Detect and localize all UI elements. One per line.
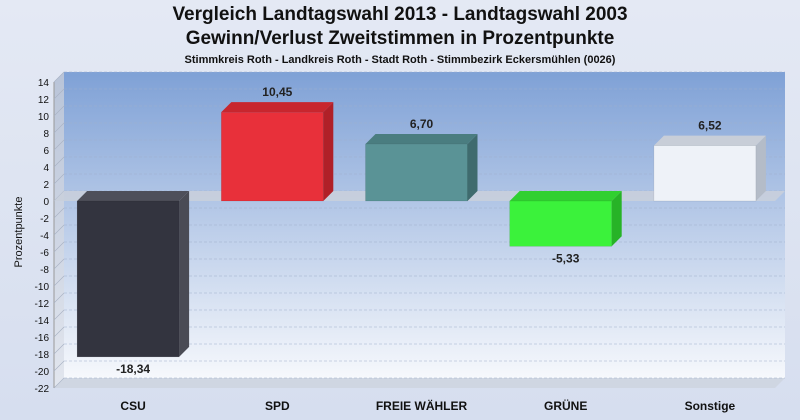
data-label: 10,45 — [262, 85, 292, 99]
bar-front — [653, 145, 757, 202]
gridline-wall — [53, 122, 65, 134]
chart-subtitle: Gewinn/Verlust Zweitstimmen in Prozentpu… — [185, 28, 615, 49]
gridline-wall — [53, 139, 65, 151]
chart-title: Vergleich Landtagswahl 2013 - Landtagswa… — [172, 4, 628, 25]
data-label: 6,70 — [410, 117, 434, 131]
y-tick-label: 0 — [43, 197, 49, 208]
gridline-wall — [53, 224, 65, 236]
gridline-wall — [53, 377, 65, 389]
bars: -18,34 10,45 6,70 -5,33 6,52 — [76, 85, 766, 376]
y-tick-label: -16 — [35, 333, 50, 344]
bar-top — [77, 191, 190, 201]
x-tick-label: GRÜNE — [544, 398, 587, 413]
gridline-wall — [53, 360, 65, 372]
y-tick-label: 12 — [38, 95, 50, 106]
y-tick-label: -4 — [40, 231, 49, 242]
y-tick-label: -6 — [40, 248, 49, 259]
x-axis: CSU SPD FREIE WÄHLER GRÜNE Sonstige — [120, 398, 735, 413]
bar-side — [323, 102, 334, 201]
data-label: -5,33 — [552, 251, 580, 265]
y-tick-label: -12 — [35, 299, 50, 310]
gridline-wall — [53, 309, 65, 321]
bar-side — [467, 134, 478, 201]
y-tick-label: -20 — [35, 367, 50, 378]
bar-top — [509, 191, 622, 201]
data-label: -18,34 — [116, 362, 150, 376]
gridline-wall — [53, 173, 65, 185]
bar-side — [179, 191, 190, 357]
gridline-wall — [53, 343, 65, 355]
bar-freie-w-hler: 6,70 — [365, 117, 478, 202]
bar-spd: 10,45 — [221, 85, 334, 202]
y-axis-label: Prozentpunkte — [13, 197, 25, 268]
y-tick-label: -14 — [35, 316, 50, 327]
gridline-wall — [53, 71, 65, 83]
y-tick-label: -8 — [40, 265, 49, 276]
bar-csu: -18,34 — [76, 191, 190, 376]
y-tick-label: -22 — [35, 384, 50, 395]
gridline-wall — [53, 241, 65, 253]
x-tick-label: CSU — [120, 399, 145, 413]
y-tick-label: 4 — [43, 163, 49, 174]
bar-sonstige: 6,52 — [653, 119, 766, 202]
y-tick-label: 8 — [43, 129, 49, 140]
gridline-wall — [53, 258, 65, 270]
gridline-wall — [53, 326, 65, 338]
gridline-wall — [53, 156, 65, 168]
y-tick-label: 10 — [38, 112, 50, 123]
y-axis: 14 12 10 8 6 4 2 0 -2 -4 -6 -8 -10 -12 -14 -16 -18 -20 -22 — [35, 78, 50, 395]
data-label: 6,52 — [698, 119, 722, 133]
x-tick-label: Sonstige — [685, 399, 736, 413]
gridline-wall — [53, 207, 65, 219]
chart-subsubtitle: Stimmkreis Roth - Landkreis Roth - Stadt… — [184, 54, 616, 66]
bar-top — [221, 102, 334, 113]
y-tick-label: 2 — [43, 180, 49, 191]
bar-front — [365, 143, 468, 202]
gridline-wall — [53, 292, 65, 304]
bar-front — [221, 111, 324, 202]
gridline-wall — [53, 88, 65, 100]
bar-side — [755, 135, 766, 201]
x-tick-label: SPD — [265, 399, 290, 413]
plot-floor — [54, 378, 785, 388]
gridline-wall — [53, 105, 65, 117]
bar-side — [611, 191, 622, 247]
y-tick-label: -10 — [35, 282, 50, 293]
y-tick-label: -2 — [40, 214, 49, 225]
bar-gr-ne: -5,33 — [509, 191, 622, 265]
bar-front — [76, 200, 180, 358]
y-tick-label: 14 — [38, 78, 50, 89]
bar-front — [509, 200, 612, 247]
y-tick-label: 6 — [43, 146, 49, 157]
bar-top — [653, 135, 766, 146]
y-tick-label: -18 — [35, 350, 50, 361]
gridline-wall — [53, 275, 65, 287]
x-tick-label: FREIE WÄHLER — [376, 398, 468, 413]
bar-top — [365, 134, 478, 145]
